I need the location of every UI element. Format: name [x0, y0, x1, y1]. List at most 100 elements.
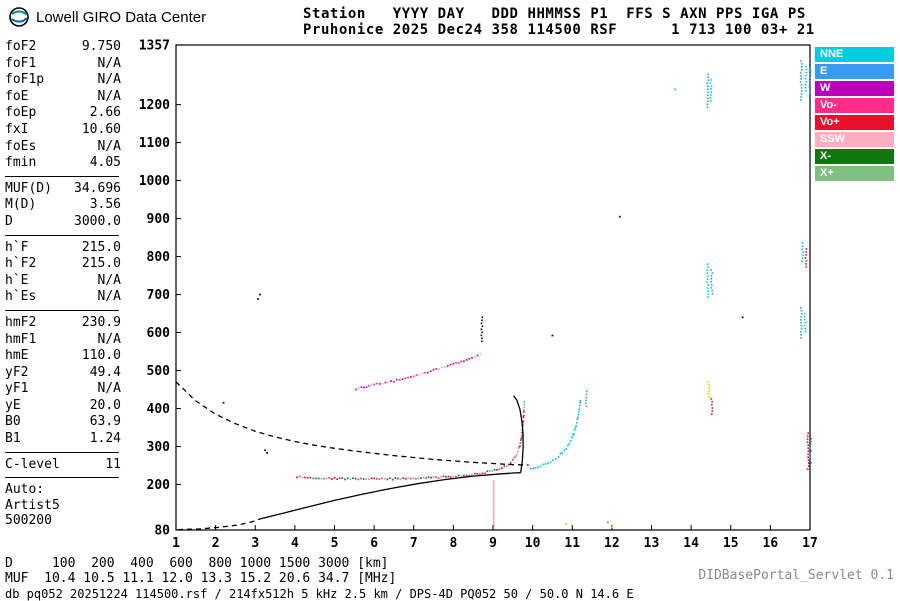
- legend-item-ssw: SSW: [815, 132, 894, 147]
- brand: Lowell GIRO Data Center: [8, 6, 206, 28]
- parameter-row: h`Es N/A: [5, 289, 121, 306]
- parameter-label: foF1: [5, 55, 37, 71]
- status-line: db pq052 20251224 114500.rsf / 214fx512h…: [5, 587, 634, 601]
- x-tick-label: 7: [410, 536, 418, 551]
- parameter-value: 215.0: [81, 256, 121, 272]
- echo-traces: [222, 60, 813, 529]
- parameter-value: 1.24: [89, 431, 121, 447]
- parameter-value: 4.05: [89, 155, 121, 171]
- parameter-label: foEp: [5, 105, 37, 121]
- legend-item-x: X-: [815, 149, 894, 164]
- legend-item-e: E: [815, 64, 894, 79]
- parameter-value: N/A: [97, 381, 121, 397]
- parameter-value: N/A: [97, 138, 121, 154]
- parameter-value: 9.750: [81, 39, 121, 54]
- parameter-row: h`F2 215.0: [5, 256, 121, 273]
- parameter-group-separator: [5, 309, 119, 311]
- parameter-group-separator: [5, 234, 119, 236]
- parameter-row: fxI 10.60: [5, 122, 121, 139]
- parameter-value: 3.56: [89, 197, 121, 213]
- parameter-row: foE N/A: [5, 89, 121, 106]
- parameter-row: yF1 N/A: [5, 381, 121, 398]
- parameter-row: foF2 9.750: [5, 39, 121, 56]
- parameter-row: foF1p N/A: [5, 72, 121, 89]
- x-tick-label: 11: [564, 536, 580, 551]
- parameter-value: 230.9: [81, 314, 121, 330]
- parameter-label: D: [5, 213, 13, 229]
- parameter-label: hmF2: [5, 314, 37, 330]
- parameter-value: N/A: [97, 272, 121, 288]
- parameter-value: N/A: [97, 88, 121, 104]
- parameter-row: foEs N/A: [5, 139, 121, 156]
- parameter-row: foEp 2.66: [5, 105, 121, 122]
- parameter-label: yF1: [5, 381, 29, 397]
- y-tick-label: 900: [147, 212, 171, 227]
- y-tick-label: 600: [147, 326, 171, 341]
- parameter-label: M(D): [5, 197, 37, 213]
- y-tick-label: 1000: [139, 174, 170, 189]
- x-tick-label: 17: [802, 536, 818, 551]
- parameter-value: 34.696: [74, 180, 121, 196]
- parameter-value: N/A: [97, 55, 121, 71]
- parameter-label: yF2: [5, 364, 29, 380]
- x-tick-label: 15: [723, 536, 739, 551]
- legend-item-nne: NNE: [815, 47, 894, 62]
- site-title: Lowell GIRO Data Center: [36, 8, 207, 26]
- parameter-row: D 3000.0: [5, 214, 121, 231]
- station-header: Station YYYY DAY DDD HHMMSS P1 FFS S AXN…: [303, 6, 815, 38]
- x-tick-label: 16: [763, 536, 779, 551]
- parameter-value: 20.0: [89, 397, 121, 413]
- echo-legend: NNE E W Vo- Vo+ SSW X- X+: [815, 47, 894, 183]
- legend-item-x: X+: [815, 166, 894, 181]
- x-tick-label: 3: [251, 536, 259, 551]
- profile-curves: [175, 381, 529, 531]
- giro-logo-icon: [8, 6, 30, 28]
- muf-transmission-curve: [175, 381, 529, 466]
- x-tick-label: 14: [683, 536, 699, 551]
- parameter-value: N/A: [97, 289, 121, 305]
- parameter-value: 63.9: [89, 414, 121, 430]
- parameter-label: foEs: [5, 138, 37, 154]
- x-tick-label: 2: [212, 536, 220, 551]
- plot-axes: 1 2 3 4 5 6 7 8 9 10 11 12 13 14 15 16 17135712001100100…: [139, 39, 818, 552]
- distance-row: D 100 200 400 600 800 1000 1500 3000 [km…: [5, 556, 389, 571]
- profile-asymptote: [513, 395, 524, 473]
- station-header-values: Pruhonice 2025 Dec24 358 114500 RSF 1 71…: [303, 22, 815, 38]
- parameter-label: B1: [5, 431, 21, 447]
- parameter-row: yE 20.0: [5, 398, 121, 415]
- x-tick-label: 10: [525, 536, 541, 551]
- parameter-label: foF1p: [5, 72, 45, 88]
- parameter-row: MUF(D) 34.696: [5, 181, 121, 198]
- x-tick-label: 12: [604, 536, 620, 551]
- parameter-value: 3000.0: [74, 213, 121, 229]
- y-tick-label: 1357: [139, 39, 170, 54]
- parameter-label: fmin: [5, 155, 37, 171]
- parameter-text-row: 500200: [5, 513, 52, 529]
- true-height-profile: [261, 472, 521, 520]
- y-tick-label: 500: [147, 364, 171, 379]
- servlet-version-label: DIDBasePortal_Servlet 0.1: [698, 568, 894, 583]
- parameter-value: 49.4: [89, 364, 121, 380]
- parameter-value: 10.60: [81, 121, 121, 137]
- parameter-label: foF2: [5, 39, 37, 54]
- parameter-group-separator: [5, 175, 119, 177]
- parameter-value: 110.0: [81, 348, 121, 364]
- parameter-row: h`E N/A: [5, 273, 121, 290]
- parameter-label: B0: [5, 414, 21, 430]
- ionogram-canvas: 1 2 3 4 5 6 7 8 9 10 11 12 13 14 15 16 17135712001100100…: [139, 39, 818, 552]
- parameter-group-separator: [5, 477, 119, 479]
- parameter-value: N/A: [97, 72, 121, 88]
- parameter-row: B0 63.9: [5, 414, 121, 431]
- parameter-row: hmE 110.0: [5, 348, 121, 365]
- y-tick-label: 1200: [139, 98, 170, 113]
- parameter-value: 215.0: [81, 239, 121, 255]
- y-tick-label: 200: [147, 478, 171, 493]
- parameter-label: fxI: [5, 121, 29, 137]
- valley-dashed: [177, 517, 262, 531]
- parameter-label: C-level: [5, 456, 60, 472]
- parameter-row: fmin 4.05: [5, 155, 121, 172]
- parameter-row: h`F 215.0: [5, 240, 121, 257]
- parameter-text-row: Auto:: [5, 482, 45, 498]
- x-tick-label: 8: [449, 536, 457, 551]
- y-tick-label: 700: [147, 288, 171, 303]
